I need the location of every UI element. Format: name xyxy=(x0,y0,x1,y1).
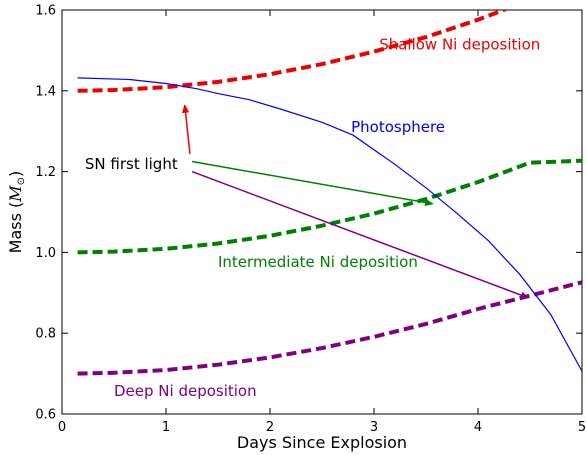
arrow-purple xyxy=(191,170,530,299)
arrow-red-head xyxy=(182,103,190,114)
arrow-green-head xyxy=(424,198,434,207)
arrow-purple-head xyxy=(519,291,530,299)
series-deep xyxy=(77,280,582,376)
y-axis-label-main: Mass ( xyxy=(6,202,25,254)
y-tick-label: 1.2 xyxy=(35,165,56,180)
y-tick-label: 1.4 xyxy=(35,84,56,99)
photosphere-label: Photosphere xyxy=(351,118,445,136)
arrow-green xyxy=(191,160,434,207)
first-light-label: SN first light xyxy=(85,155,178,173)
x-tick-label: 2 xyxy=(266,420,274,435)
y-axis-label-close: ) xyxy=(6,171,25,177)
axes-frame xyxy=(61,9,583,415)
series-intermediate xyxy=(77,158,582,255)
axis-ticks: 0 1 2 3 4 5 0.6 0.8 1.0 1.2 1.4 1.6 xyxy=(35,4,586,436)
annotation-layer: Shallow Ni deposition Photosphere SN first… xyxy=(85,36,540,401)
arrow-green-shaft xyxy=(191,160,426,204)
arrow-red-shaft xyxy=(184,112,191,154)
x-tick-label: 1 xyxy=(162,420,170,435)
series-layer xyxy=(77,10,582,376)
x-tick-label: 4 xyxy=(474,420,482,435)
arrow-layer xyxy=(182,103,530,299)
y-tick-label: 1.0 xyxy=(35,246,56,261)
y-tick-label: 0.8 xyxy=(35,327,56,342)
x-axis-label: Days Since Explosion xyxy=(237,433,407,452)
y-axis-label: Mass (M⊙) xyxy=(6,171,27,254)
shallow-label: Shallow Ni deposition xyxy=(379,36,540,54)
x-tick-label: 3 xyxy=(370,420,378,435)
arrow-purple-shaft xyxy=(191,170,522,296)
intermediate-label: Intermediate Ni deposition xyxy=(218,253,418,271)
y-tick-label: 1.6 xyxy=(35,4,56,19)
y-axis-label-symbol: M xyxy=(6,185,25,203)
series-shallow xyxy=(77,10,510,93)
x-tick-label: 0 xyxy=(58,420,66,435)
y-tick-label: 0.6 xyxy=(35,408,56,423)
arrow-red xyxy=(182,103,191,154)
y-axis-label-subscript: ⊙ xyxy=(16,177,27,185)
x-tick-label: 5 xyxy=(578,420,586,435)
deep-label: Deep Ni deposition xyxy=(114,382,257,400)
series-photosphere xyxy=(77,77,582,372)
